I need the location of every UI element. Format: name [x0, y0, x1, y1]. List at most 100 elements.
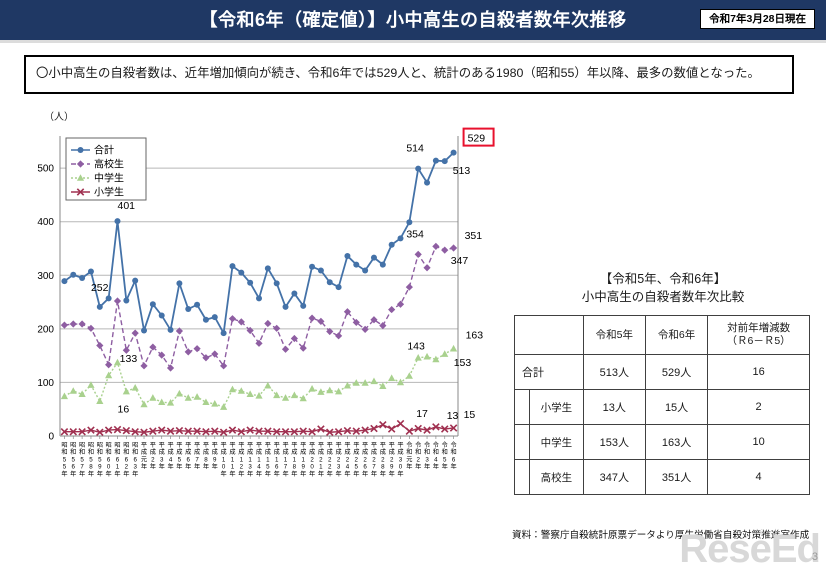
data-point: [78, 427, 86, 436]
svg-text:年: 年: [229, 470, 235, 478]
svg-text:成: 成: [167, 448, 173, 456]
svg-text:平: 平: [203, 442, 209, 449]
data-point: [361, 379, 369, 386]
table-header: 令和5年 令和6年 対前年増減数 （Ｒ6－Ｒ5）: [514, 315, 810, 355]
data-point: [317, 425, 325, 433]
data-point: [326, 327, 334, 336]
svg-text:成: 成: [176, 448, 182, 456]
cell-diff: 4: [707, 459, 810, 495]
svg-text:平: 平: [336, 442, 342, 449]
data-point: [290, 427, 299, 436]
svg-text:9: 9: [213, 456, 217, 463]
data-point: [334, 427, 343, 436]
svg-text:成: 成: [141, 448, 147, 456]
data-point: [140, 428, 148, 437]
data-point: [96, 341, 104, 350]
svg-text:和: 和: [406, 448, 412, 456]
x-tick-label: 令和6年: [450, 441, 456, 471]
data-label: 163: [466, 330, 484, 342]
svg-text:年: 年: [141, 463, 147, 471]
svg-text:年: 年: [238, 470, 244, 478]
data-label: 17: [416, 408, 428, 420]
data-point: [246, 426, 254, 434]
svg-text:平: 平: [344, 442, 350, 449]
data-point: [237, 427, 246, 436]
svg-text:1: 1: [284, 456, 288, 463]
svg-text:昭: 昭: [70, 442, 76, 449]
y-tick-label: 0: [48, 432, 54, 443]
data-point: [77, 147, 84, 153]
cell-r5: 153人: [582, 424, 646, 460]
data-point: [60, 427, 69, 436]
column-header-r6: 令和6年: [644, 315, 709, 355]
data-point: [238, 269, 245, 276]
data-point: [96, 397, 104, 404]
svg-text:年: 年: [291, 470, 297, 478]
table-row: 小学生 13人 15人 2: [514, 389, 810, 425]
data-point: [113, 297, 122, 305]
svg-text:年: 年: [194, 463, 200, 471]
svg-text:和: 和: [88, 448, 94, 456]
svg-text:成: 成: [380, 448, 386, 456]
svg-text:成: 成: [194, 448, 200, 456]
svg-text:8: 8: [381, 464, 385, 471]
legend-label: 合計: [94, 144, 114, 157]
svg-text:平: 平: [274, 442, 280, 449]
data-point: [167, 326, 174, 333]
data-point: [255, 392, 263, 399]
svg-text:8: 8: [89, 464, 93, 471]
svg-text:成: 成: [353, 448, 359, 456]
svg-text:2: 2: [381, 456, 385, 463]
svg-text:年: 年: [397, 470, 403, 478]
svg-text:年: 年: [106, 470, 112, 478]
svg-text:年: 年: [79, 470, 85, 478]
svg-text:7: 7: [284, 464, 288, 471]
data-point: [185, 306, 192, 313]
svg-text:成: 成: [309, 448, 315, 456]
svg-text:5: 5: [98, 456, 102, 463]
svg-text:1: 1: [231, 456, 235, 463]
svg-text:年: 年: [167, 463, 173, 471]
svg-text:5: 5: [89, 456, 93, 463]
data-point: [114, 218, 121, 225]
data-point: [432, 242, 440, 250]
svg-text:年: 年: [336, 470, 342, 478]
data-point: [449, 244, 458, 252]
data-point: [140, 400, 148, 408]
svg-text:7: 7: [80, 464, 84, 471]
data-point: [105, 295, 112, 302]
svg-text:7: 7: [372, 464, 376, 471]
series-合計: [61, 149, 457, 337]
data-point: [211, 400, 219, 407]
data-point: [132, 277, 139, 284]
svg-text:成: 成: [300, 448, 306, 456]
svg-text:年: 年: [61, 470, 67, 478]
svg-text:6: 6: [125, 456, 129, 463]
svg-text:年: 年: [406, 463, 412, 471]
svg-text:4: 4: [169, 456, 173, 463]
svg-text:和: 和: [433, 448, 439, 456]
comparison-title-line2: 小中高生の自殺者数年次比較: [581, 290, 745, 304]
data-label: 347: [451, 255, 469, 267]
svg-text:平: 平: [380, 442, 386, 449]
data-point: [96, 303, 103, 310]
svg-text:6: 6: [72, 464, 76, 471]
data-point: [370, 424, 378, 433]
chart-unit-label: （人）: [44, 112, 74, 123]
svg-text:6: 6: [116, 456, 120, 463]
data-point: [291, 290, 298, 297]
svg-text:和: 和: [70, 448, 76, 456]
svg-text:1: 1: [275, 456, 279, 463]
data-point: [406, 219, 413, 226]
series-小学生: [60, 419, 458, 437]
data-point: [449, 424, 458, 432]
